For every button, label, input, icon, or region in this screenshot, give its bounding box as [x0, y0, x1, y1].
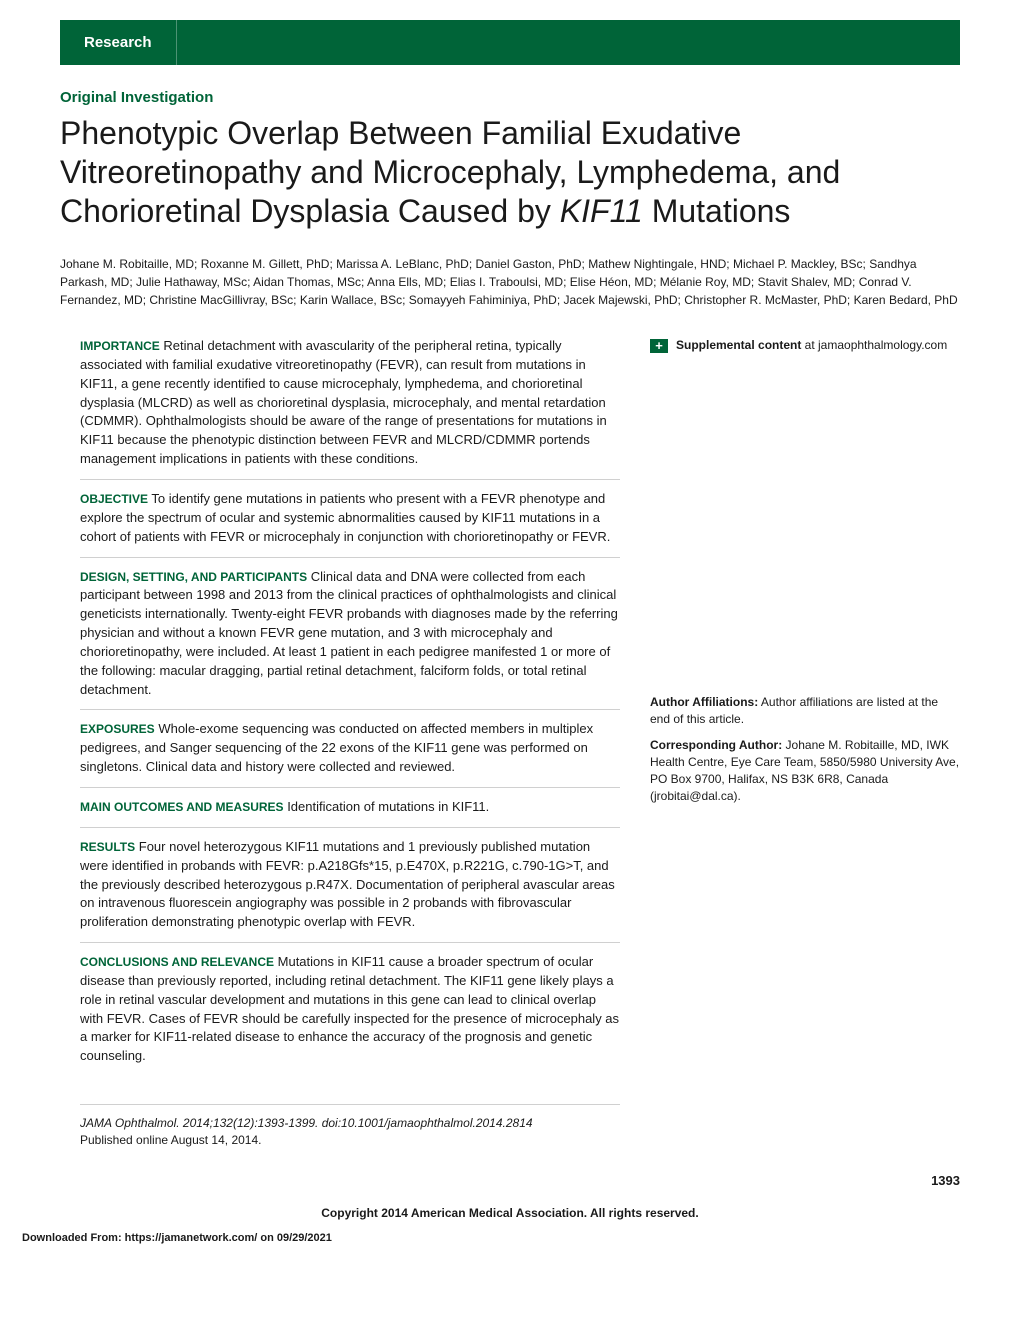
abstract-importance: IMPORTANCE Retinal detachment with avasc…	[80, 337, 620, 479]
importance-label: IMPORTANCE	[80, 339, 160, 353]
header-fill	[177, 20, 960, 65]
objective-label: OBJECTIVE	[80, 492, 148, 506]
abstract-outcomes: MAIN OUTCOMES AND MEASURES Identificatio…	[80, 787, 620, 827]
author-affiliations: Author Affiliations: Author affiliations…	[650, 694, 960, 728]
importance-text: Retinal detachment with avascularity of …	[80, 338, 607, 466]
copyright-notice: Copyright 2014 American Medical Associat…	[60, 1206, 960, 1220]
abstract-column: IMPORTANCE Retinal detachment with avasc…	[80, 337, 620, 1149]
abstract-exposures: EXPOSURES Whole-exome sequencing was con…	[80, 709, 620, 787]
design-text: Clinical data and DNA were collected fro…	[80, 569, 618, 697]
conclusions-text: Mutations in KIF11 cause a broader spect…	[80, 954, 619, 1063]
exposures-text: Whole-exome sequencing was conducted on …	[80, 721, 593, 774]
plus-icon[interactable]: +	[650, 339, 668, 353]
abstract-results: RESULTS Four novel heterozygous KIF11 mu…	[80, 827, 620, 942]
exposures-label: EXPOSURES	[80, 722, 155, 736]
title-post: Mutations	[643, 193, 791, 229]
citation-block: JAMA Ophthalmol. 2014;132(12):1393-1399.…	[80, 1104, 620, 1149]
author-list: Johane M. Robitaille, MD; Roxanne M. Gil…	[60, 255, 960, 309]
title-gene-name: KIF11	[560, 193, 643, 229]
outcomes-label: MAIN OUTCOMES AND MEASURES	[80, 800, 284, 814]
supplemental-label[interactable]: Supplemental content	[676, 338, 801, 352]
page-number: 1393	[60, 1173, 960, 1188]
supplemental-content-block: + Supplemental content at jamaophthalmol…	[650, 337, 960, 354]
corresponding-author: Corresponding Author: Johane M. Robitail…	[650, 737, 960, 804]
sidebar-column: + Supplemental content at jamaophthalmol…	[650, 337, 960, 1149]
conclusions-label: CONCLUSIONS AND RELEVANCE	[80, 955, 274, 969]
supplemental-text: Supplemental content at jamaophthalmolog…	[676, 337, 947, 354]
abstract-design: DESIGN, SETTING, AND PARTICIPANTS Clinic…	[80, 557, 620, 710]
content-row: IMPORTANCE Retinal detachment with avasc…	[60, 337, 960, 1149]
article-title: Phenotypic Overlap Between Familial Exud…	[60, 114, 960, 231]
section-label: Original Investigation	[60, 89, 960, 106]
affiliations-label: Author Affiliations:	[650, 695, 758, 709]
research-tab: Research	[60, 20, 177, 65]
citation-pubdate: Published online August 14, 2014.	[80, 1133, 261, 1147]
outcomes-text: Identification of mutations in KIF11.	[287, 799, 489, 814]
results-text: Four novel heterozygous KIF11 mutations …	[80, 839, 615, 929]
research-tab-label: Research	[84, 34, 152, 51]
abstract-conclusions: CONCLUSIONS AND RELEVANCE Mutations in K…	[80, 942, 620, 1076]
download-note: Downloaded From: https://jamanetwork.com…	[22, 1232, 960, 1244]
citation-journal: JAMA Ophthalmol. 2014;132(12):1393-1399.…	[80, 1116, 533, 1130]
corresponding-label: Corresponding Author:	[650, 738, 782, 752]
results-label: RESULTS	[80, 840, 135, 854]
abstract-objective: OBJECTIVE To identify gene mutations in …	[80, 479, 620, 557]
supplemental-at: at jamaophthalmology.com	[801, 338, 947, 352]
header-bar: Research	[60, 20, 960, 65]
objective-text: To identify gene mutations in patients w…	[80, 491, 610, 544]
design-label: DESIGN, SETTING, AND PARTICIPANTS	[80, 570, 307, 584]
